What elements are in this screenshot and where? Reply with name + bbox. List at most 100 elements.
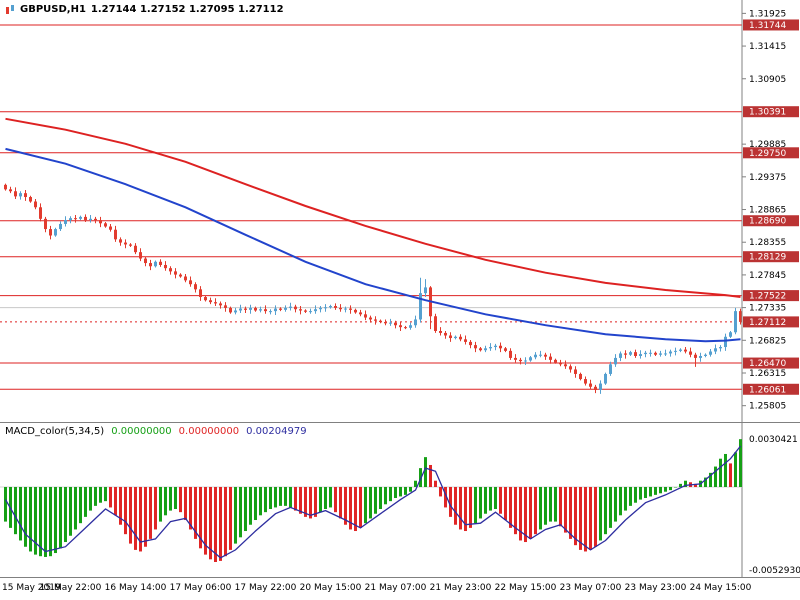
price-axis-label: 1.28355 <box>749 238 786 248</box>
macd-histogram-bar <box>599 487 602 541</box>
candle-body <box>39 207 42 219</box>
level-price-label-box <box>743 215 799 227</box>
current-price-label-box <box>743 316 799 328</box>
level-price-label: 1.28129 <box>749 253 786 263</box>
macd-histogram-bar <box>289 487 292 508</box>
macd-histogram-bar <box>54 487 57 554</box>
macd-histogram-bar <box>294 487 297 511</box>
macd-histogram-bar <box>629 487 632 506</box>
candle-body <box>599 383 602 390</box>
macd-histogram-bar <box>134 487 137 550</box>
macd-histogram-bar <box>124 487 127 535</box>
macd-histogram-bar <box>144 487 147 547</box>
macd-histogram-bar <box>159 487 162 522</box>
macd-histogram-bar <box>484 487 487 514</box>
macd-histogram-bar <box>579 487 582 550</box>
macd-histogram-bar <box>559 487 562 527</box>
macd-histogram-bar <box>354 487 357 532</box>
candle-body <box>514 357 517 360</box>
candle-body <box>229 307 232 313</box>
candle-body <box>19 193 22 197</box>
candle-body <box>444 332 447 336</box>
candle-body <box>324 307 327 309</box>
macd-histogram-bar <box>129 487 132 544</box>
candle-body <box>479 348 482 351</box>
macd-histogram-bar <box>179 487 182 513</box>
price-axis-label: 1.25805 <box>749 402 786 412</box>
macd-value-2: 0.00000000 <box>178 426 240 437</box>
macd-histogram-bar <box>199 487 202 549</box>
candle-body <box>414 319 417 326</box>
macd-histogram-bar <box>624 487 627 511</box>
macd-histogram-bar <box>329 487 332 508</box>
macd-histogram-bar <box>519 487 522 541</box>
candle-body <box>524 360 527 362</box>
candle-body <box>69 218 72 221</box>
candle-body <box>194 284 197 290</box>
price-axis-label: 1.28865 <box>749 206 786 216</box>
macd-histogram-bar <box>604 487 607 535</box>
ohlc-values: 1.27144 1.27152 1.27095 1.27112 <box>90 4 284 15</box>
candle-body <box>424 287 427 294</box>
candle-body <box>174 271 177 275</box>
candle-body <box>609 364 612 374</box>
candle-body <box>419 293 422 320</box>
macd-histogram-bar <box>324 487 327 510</box>
macd-histogram-bar <box>454 487 457 525</box>
macd-indicator-label: MACD_color(5,34,5) <box>5 426 105 437</box>
macd-histogram-bar <box>104 487 107 502</box>
current-price-label: 1.27112 <box>749 318 786 328</box>
candle-body <box>669 351 672 354</box>
macd-histogram-bar <box>584 487 587 552</box>
macd-histogram-bar <box>479 487 482 519</box>
candle-body <box>464 339 467 342</box>
macd-histogram-bar <box>39 487 42 557</box>
macd-histogram-bar <box>154 487 157 530</box>
macd-histogram-bar <box>634 487 637 503</box>
macd-histogram-bar <box>464 487 467 532</box>
macd-histogram-bar <box>379 487 382 510</box>
candle-body <box>559 362 562 365</box>
candle-body <box>689 351 692 355</box>
candle-body <box>409 325 412 328</box>
macd-signal-line <box>4 445 742 559</box>
candle-body <box>714 348 717 352</box>
candle-body <box>364 314 367 318</box>
macd-histogram-bar <box>549 487 552 522</box>
macd-histogram-bar <box>614 487 617 522</box>
candle-body <box>114 229 117 240</box>
macd-histogram-bar <box>149 487 152 539</box>
candle-body <box>284 307 287 310</box>
macd-histogram-bar <box>369 487 372 519</box>
candle-body <box>739 311 742 322</box>
candle-body <box>664 353 667 355</box>
candle-body <box>439 331 442 333</box>
candle-body <box>74 218 77 220</box>
level-price-label-box <box>743 251 799 263</box>
price-axis-label: 1.29375 <box>749 173 786 183</box>
macd-histogram-bar <box>269 487 272 510</box>
candle-body <box>139 252 142 259</box>
macd-histogram-bar <box>734 452 737 487</box>
macd-histogram-bar <box>414 480 417 487</box>
candle-body <box>119 239 122 243</box>
candle-body <box>519 359 522 362</box>
candle-body <box>224 305 227 308</box>
macd-histogram-bar <box>439 487 442 497</box>
macd-histogram-bar <box>224 487 227 557</box>
candle-body <box>674 350 677 352</box>
candle-body <box>549 356 552 360</box>
candle-body <box>489 347 492 349</box>
macd-histogram-bar <box>679 483 682 487</box>
macd-histogram-bar <box>619 487 622 516</box>
macd-axis-max-label: 0.0030421 <box>749 435 798 445</box>
macd-histogram-bar <box>64 487 67 543</box>
candle-body <box>699 356 702 358</box>
macd-histogram-bar <box>109 487 112 508</box>
macd-histogram-bar <box>44 487 47 557</box>
candle-body <box>614 357 617 365</box>
price-axis-label: 1.31925 <box>749 9 786 19</box>
candle-body <box>589 383 592 387</box>
candle-body <box>724 336 727 348</box>
